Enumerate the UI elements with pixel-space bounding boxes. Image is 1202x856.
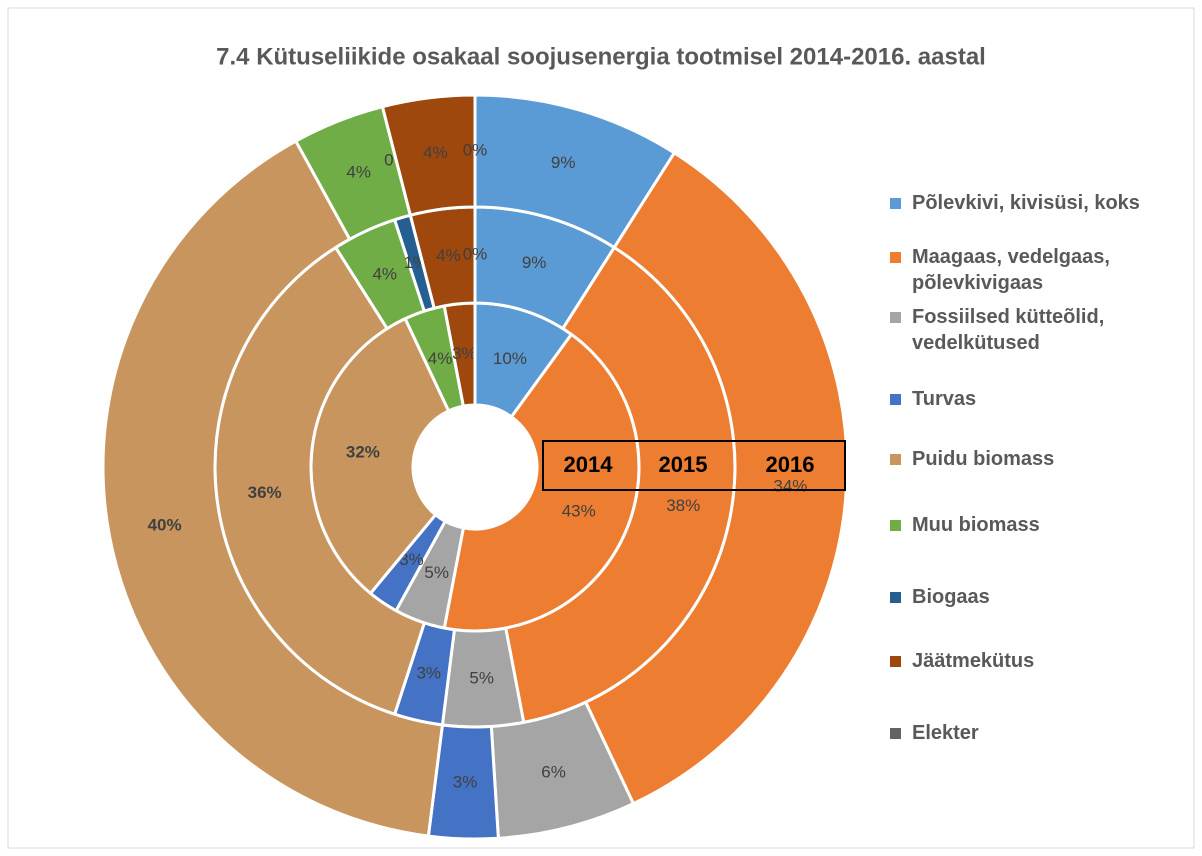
legend-swatch	[890, 656, 901, 667]
year-label: 2015	[659, 452, 708, 477]
legend-label: Jäätmekütus	[912, 650, 1035, 672]
legend-label: Põlevkivi, kivisüsi, koks	[912, 192, 1140, 214]
year-label: 2014	[564, 452, 614, 477]
legend-item: Maagaas, vedelgaas, põlevkivigaas	[890, 244, 1202, 296]
data-label: 38%	[666, 496, 700, 515]
data-label: 5%	[469, 668, 494, 687]
data-label: 36%	[248, 483, 282, 502]
legend-item: Turvas	[890, 386, 1202, 412]
data-label: 4%	[372, 265, 397, 284]
legend-swatch	[890, 728, 901, 739]
data-label: 40%	[148, 516, 182, 535]
year-label: 2016	[766, 452, 815, 477]
legend-label: Maagaas, vedelgaas, põlevkivigaas	[912, 246, 1110, 294]
legend-swatch	[890, 394, 901, 405]
data-label: 9%	[551, 153, 576, 172]
legend-label: Puidu biomass	[912, 448, 1055, 470]
data-label: 43%	[562, 501, 596, 520]
legend-swatch	[890, 252, 901, 263]
legend-label: Turvas	[912, 388, 977, 410]
legend-swatch	[890, 454, 901, 465]
slice	[101, 138, 445, 838]
data-label: 10%	[493, 349, 527, 368]
data-label: 3%	[453, 772, 478, 791]
data-label: 4%	[428, 349, 453, 368]
legend-item: Põlevkivi, kivisüsi, koks	[890, 190, 1202, 216]
legend-label: Elekter	[912, 722, 979, 744]
legend-item: Jäätmekütus	[890, 648, 1202, 674]
data-label: 6%	[541, 763, 566, 782]
data-label: 3%	[416, 663, 441, 682]
data-label: 4%	[346, 163, 371, 182]
rings: 10%43%5%3%32%4% 3%9%38%5%3%36%4%1% 4% 0%9%3…	[101, 93, 849, 841]
legend-swatch	[890, 198, 901, 209]
legend-label: Fossiilsed kütteõlid, vedelkütused	[912, 306, 1105, 354]
data-label: 5%	[424, 563, 449, 582]
data-label: 0%	[463, 140, 488, 159]
slice	[583, 150, 849, 806]
data-label: 32%	[346, 442, 380, 461]
legend-swatch	[890, 520, 901, 531]
legend-item: Puidu biomass	[890, 446, 1202, 472]
data-label: 4%	[423, 143, 448, 162]
legend-item: Muu biomass	[890, 512, 1202, 538]
data-label: 0%	[463, 244, 488, 263]
legend-label: Biogaas	[912, 586, 990, 608]
year-box	[542, 440, 846, 491]
data-label: 3%	[452, 344, 477, 363]
data-label: 4%	[436, 246, 461, 265]
legend-label: Muu biomass	[912, 514, 1040, 536]
data-label: 3%	[399, 550, 424, 569]
legend-item: Fossiilsed kütteõlid, vedelkütused	[890, 304, 1202, 356]
data-label: 9%	[522, 253, 547, 272]
legend-item: Elekter	[890, 720, 1202, 746]
data-label: 34%	[773, 476, 807, 495]
legend-swatch	[890, 592, 901, 603]
legend-swatch	[890, 312, 901, 323]
legend-item: Biogaas	[890, 584, 1202, 610]
chart-title: 7.4 Kütuseliikide osakaal soojusenergia …	[216, 43, 986, 70]
